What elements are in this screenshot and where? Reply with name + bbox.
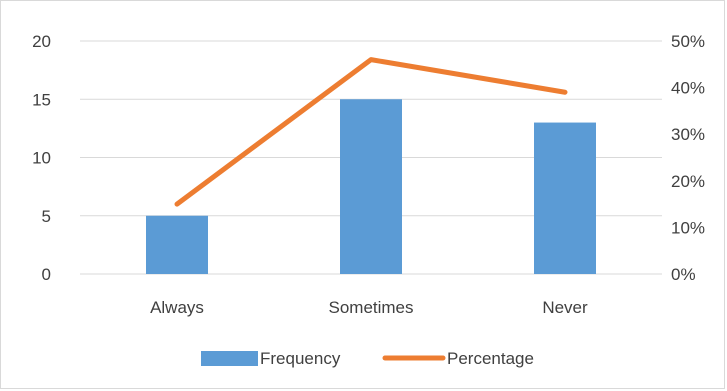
legend-percentage-label: Percentage	[447, 349, 534, 368]
right-y-tick-label: 50%	[671, 32, 705, 51]
x-category-label: Sometimes	[328, 298, 413, 317]
left-axis: 0 5 10 15 20	[32, 32, 51, 284]
x-axis: Always Sometimes Never	[150, 298, 588, 317]
legend-frequency-swatch	[201, 351, 258, 366]
right-axis: 0% 10% 20% 30% 40% 50%	[671, 32, 705, 284]
percentage-line-path	[174, 57, 568, 207]
left-y-tick-label: 20	[32, 32, 51, 51]
left-y-tick-label: 15	[32, 90, 51, 109]
legend-frequency-label: Frequency	[260, 349, 341, 368]
right-y-tick-label: 20%	[671, 172, 705, 191]
right-y-tick-label: 0%	[671, 265, 696, 284]
left-y-tick-label: 10	[32, 149, 51, 168]
frequency-bar	[146, 215, 208, 274]
left-y-tick-label: 5	[42, 207, 51, 226]
right-y-tick-label: 30%	[671, 125, 705, 144]
frequency-bar	[534, 122, 596, 274]
x-category-label: Never	[542, 298, 588, 317]
left-y-tick-label: 0	[42, 265, 51, 284]
x-category-label: Always	[150, 298, 204, 317]
frequency-bars	[146, 99, 596, 274]
frequency-bar	[340, 99, 402, 274]
right-y-tick-label: 10%	[671, 218, 705, 237]
right-y-tick-label: 40%	[671, 79, 705, 98]
percentage-line	[174, 57, 568, 207]
legend: Frequency Percentage	[201, 349, 534, 368]
